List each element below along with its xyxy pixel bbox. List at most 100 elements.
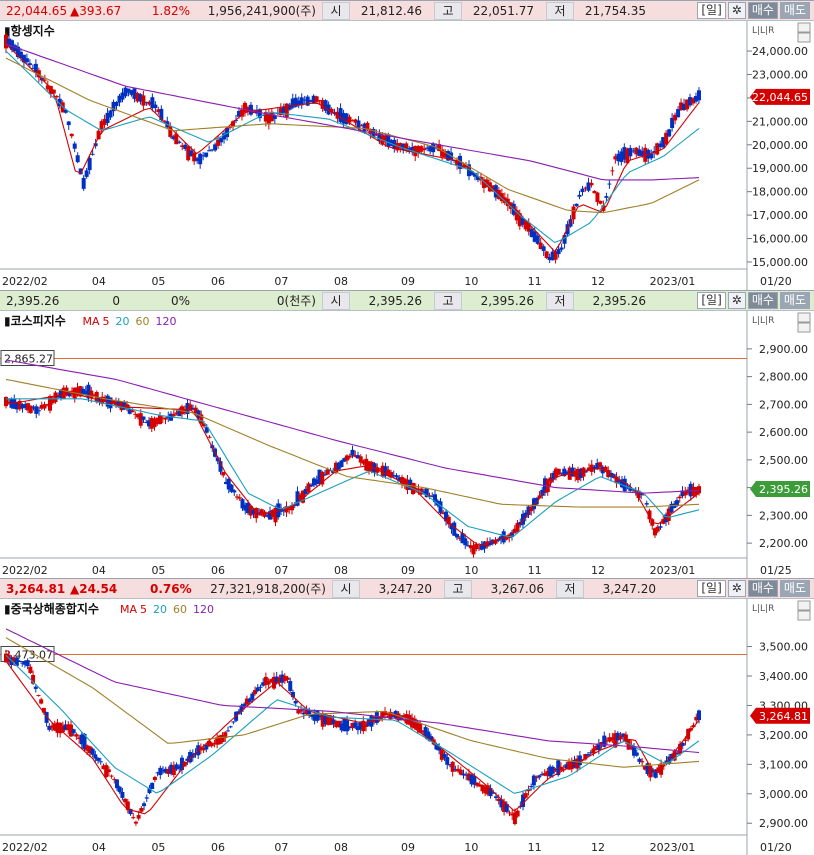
candle-body bbox=[502, 801, 507, 813]
axis-controls[interactable]: L|L|R bbox=[752, 604, 774, 614]
candle-body bbox=[526, 789, 531, 792]
candlestick-chart[interactable]: L|L|R24,000.0023,000.0022,000.0021,000.0… bbox=[0, 21, 814, 291]
current-price: 22,044.65 bbox=[6, 3, 68, 18]
candle-body bbox=[583, 187, 588, 189]
y-tick-label: 19,000.00 bbox=[752, 162, 808, 175]
candle-body bbox=[17, 400, 22, 410]
candle-body bbox=[353, 119, 358, 123]
axis-controls[interactable]: L|L|R bbox=[752, 26, 774, 36]
candle-body bbox=[39, 404, 44, 409]
candle-body bbox=[680, 742, 685, 746]
candle-body bbox=[564, 764, 569, 769]
candle-body bbox=[391, 715, 396, 717]
candle-body bbox=[114, 779, 119, 789]
buy-button[interactable]: 매수 bbox=[747, 580, 778, 597]
candle-body bbox=[445, 757, 450, 765]
x-tick-label: 05 bbox=[151, 564, 165, 577]
candle-body bbox=[47, 725, 52, 730]
candle-body bbox=[622, 147, 627, 160]
buy-button[interactable]: 매수 bbox=[747, 2, 778, 19]
candle-body bbox=[24, 58, 29, 63]
candle-body bbox=[99, 121, 104, 131]
period-button[interactable]: [일] bbox=[697, 580, 726, 597]
sell-button[interactable]: 매도 bbox=[779, 292, 810, 309]
candle-body bbox=[483, 786, 488, 794]
scroll-up-button[interactable] bbox=[797, 312, 811, 323]
candle-body bbox=[413, 487, 418, 491]
candle-body bbox=[147, 101, 152, 105]
candle-body bbox=[534, 777, 539, 779]
sell-button[interactable]: 매도 bbox=[779, 580, 810, 597]
candle-body bbox=[244, 698, 249, 705]
candle-body bbox=[493, 539, 498, 544]
sell-button[interactable]: 매도 bbox=[779, 2, 810, 19]
candle-body bbox=[344, 113, 349, 125]
candle-body bbox=[604, 740, 609, 742]
candle-body bbox=[219, 138, 224, 143]
candle-body bbox=[39, 699, 44, 704]
chart-title: ▮코스피지수 bbox=[4, 313, 66, 328]
candle-body bbox=[78, 386, 83, 397]
candle-body bbox=[397, 477, 402, 482]
candle-body bbox=[389, 472, 393, 478]
current-value-label: 22,044.65 bbox=[752, 91, 808, 104]
candle-body bbox=[616, 153, 621, 162]
candle-body bbox=[177, 766, 182, 769]
period-button[interactable]: [일] bbox=[697, 2, 726, 19]
candle-body bbox=[328, 470, 333, 472]
candle-body bbox=[545, 771, 550, 776]
candle-body bbox=[48, 396, 52, 411]
candle-body bbox=[6, 401, 11, 403]
gear-icon[interactable]: ✲ bbox=[727, 292, 746, 309]
candle-body bbox=[171, 765, 176, 775]
candle-body bbox=[317, 469, 322, 484]
scroll-down-button[interactable] bbox=[797, 610, 811, 621]
candle-body bbox=[565, 471, 569, 474]
candle-body bbox=[81, 388, 85, 395]
candle-body bbox=[401, 143, 406, 150]
candlestick-chart[interactable]: L|L|R3,500.003,400.003,300.003,200.003,1… bbox=[0, 599, 814, 855]
candle-body bbox=[338, 108, 343, 122]
candle-body bbox=[413, 145, 418, 157]
period-button[interactable]: [일] bbox=[697, 292, 726, 309]
candle-body bbox=[117, 95, 122, 103]
candle-body bbox=[419, 488, 424, 495]
candle-body bbox=[539, 774, 544, 776]
candle-body bbox=[295, 491, 300, 506]
x-end-label: 01/20 bbox=[760, 841, 792, 854]
x-tick-label: 12 bbox=[591, 564, 605, 577]
candle-body bbox=[309, 714, 314, 717]
buy-button[interactable]: 매수 bbox=[747, 292, 778, 309]
candle-body bbox=[469, 774, 474, 785]
candle-body bbox=[499, 193, 504, 202]
candle-body bbox=[72, 143, 77, 149]
x-tick-label: 2023/01 bbox=[650, 275, 696, 288]
candlestick-chart[interactable]: L|L|R 2,900.00 2,800.00 2,700.00 2,600.00 2,5… bbox=[0, 311, 814, 579]
scroll-down-button[interactable] bbox=[797, 322, 811, 333]
candle-body bbox=[569, 761, 574, 770]
scroll-down-button[interactable] bbox=[797, 32, 811, 43]
candle-body bbox=[672, 751, 677, 761]
candle-body bbox=[402, 478, 407, 486]
candle-body bbox=[694, 716, 699, 721]
candle-body bbox=[615, 732, 620, 741]
candle-body bbox=[345, 720, 350, 732]
candle-body bbox=[501, 531, 506, 543]
x-tick-label: 08 bbox=[334, 275, 348, 288]
candle-body bbox=[90, 153, 95, 155]
axis-controls[interactable]: L|L|R bbox=[752, 316, 774, 326]
candle-body bbox=[548, 766, 553, 777]
scroll-up-button[interactable] bbox=[797, 22, 811, 33]
candle-body bbox=[688, 97, 693, 106]
candle-body bbox=[302, 99, 307, 101]
gear-icon[interactable]: ✲ bbox=[727, 580, 746, 597]
candle-body bbox=[683, 490, 688, 496]
candle-body bbox=[37, 410, 41, 412]
candle-body bbox=[640, 761, 645, 763]
scroll-up-button[interactable] bbox=[797, 600, 811, 611]
gear-icon[interactable]: ✲ bbox=[727, 2, 746, 19]
candle-body bbox=[515, 810, 520, 817]
x-tick-label: 06 bbox=[211, 841, 225, 854]
candle-body bbox=[622, 478, 627, 492]
candle-body bbox=[374, 712, 379, 723]
